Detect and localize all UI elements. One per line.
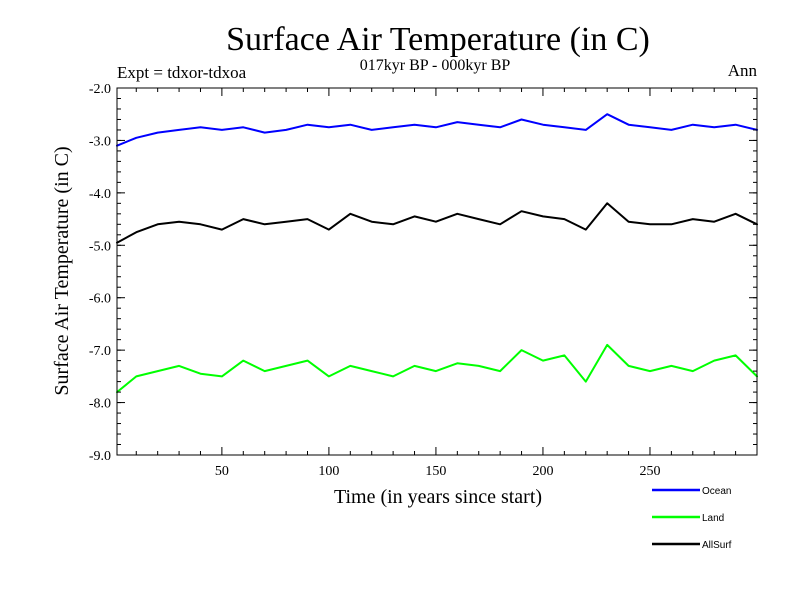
legend-label-ocean: Ocean xyxy=(702,486,731,497)
y-axis-label: Surface Air Temperature (in C) xyxy=(51,146,73,395)
chart-title: Surface Air Temperature (in C) xyxy=(226,21,650,58)
y-tick-label: -7.0 xyxy=(89,344,111,359)
x-axis-label: Time (in years since start) xyxy=(334,486,542,508)
legend-label-allsurf: AllSurf xyxy=(702,540,732,551)
x-tick-label: 50 xyxy=(215,464,229,479)
legend-label-land: Land xyxy=(702,513,724,524)
legend: Ocean Land AllSurf xyxy=(652,486,732,551)
x-tick-label: 200 xyxy=(532,464,553,479)
experiment-label: Expt = tdxor-tdxoa xyxy=(117,63,247,82)
x-tick-label: 100 xyxy=(318,464,339,479)
series-line-allsurf xyxy=(116,202,758,244)
series-layer xyxy=(116,113,758,394)
series-line-land xyxy=(116,343,758,394)
x-tick-label: 250 xyxy=(639,464,660,479)
y-tick-label: -8.0 xyxy=(89,397,111,412)
y-tick-label: -5.0 xyxy=(89,239,111,254)
y-tick-label: -2.0 xyxy=(89,82,111,97)
x-tick-label: 150 xyxy=(425,464,446,479)
series-line-ocean xyxy=(116,113,758,147)
y-tick-label: -4.0 xyxy=(89,187,111,202)
axes: -9.0 -8.0 -7.0 -6.0 -5.0 -4.0 -3.0 -2.0 50 100 150… xyxy=(89,82,758,479)
season-label: Ann xyxy=(728,61,758,80)
y-tick-label: -3.0 xyxy=(89,134,111,149)
chart-subtitle: 017kyr BP - 000kyr BP xyxy=(360,57,511,74)
plot-frame xyxy=(116,87,758,456)
y-tick-label: -9.0 xyxy=(89,449,111,464)
y-tick-label: -6.0 xyxy=(89,292,111,307)
